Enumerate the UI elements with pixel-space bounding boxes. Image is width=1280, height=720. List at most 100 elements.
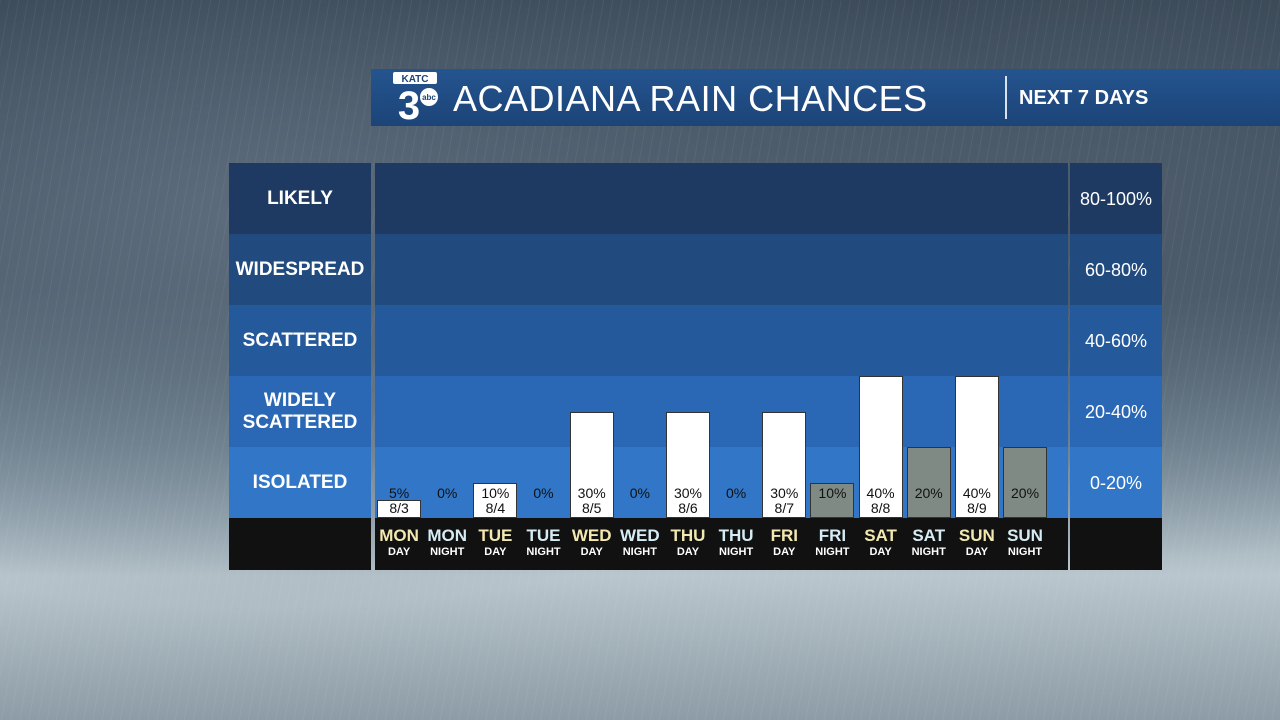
period-part: DAY [869,546,892,558]
bar-date: 8/3 [389,500,409,516]
period-day: SUN [1007,526,1043,545]
rain-chance-bar [473,482,518,518]
period-day: FRI [818,526,847,545]
band-label: WIDELY SCATTERED [242,389,358,433]
period-label: SAT NIGHT [905,518,953,559]
band-range-label: 20-40% [1084,401,1148,422]
bar-percent: 10% [481,485,510,501]
band-background [229,163,371,234]
period-part: DAY [676,546,700,558]
svg-text:abc: abc [422,93,436,102]
chart-subtitle: NEXT 7 DAYS [1019,87,1149,109]
band-label: WIDESPREAD [235,258,365,280]
category-column: LIKELY WIDESPREAD SCATTERED WIDELY SCATTERE… [229,163,371,518]
period-label: SUN NIGHT [1001,518,1049,559]
bar-percent: 0% [533,485,554,501]
rain-chance-bar [954,376,999,518]
period-day: SAT [864,526,897,545]
period-part: DAY [773,546,796,558]
period-day: SAT [912,526,946,545]
percent-range-column: 80-100% 60-80% 40-60% 20-40% 0-20% [1070,163,1162,518]
rain-chance-bar [665,411,710,518]
bar-percent: 30% [673,485,702,501]
period-part: NIGHT [622,546,657,558]
period-part: NIGHT [1007,546,1043,558]
plot-area: 5% 8/3 0% 10% 8/4 0% 30% 8/5 0% 30% 8/6 0% 30% 8/7 10%… [375,163,1068,518]
period-part: NIGHT [719,546,754,558]
period-label: WED NIGHT [616,518,664,559]
bar-date: 8/7 [774,500,794,516]
period-day: TUE [478,526,513,545]
plot-band [375,234,1068,305]
band-label: SCATTERED [242,329,358,351]
period-label: TUE NIGHT [520,518,568,559]
band-background [1070,447,1162,518]
band-background [1070,305,1162,376]
bar-value-label: 10% [809,486,855,501]
period-day: TUE [526,526,561,545]
rain-chance-bar [377,500,422,518]
period-label: MON NIGHT [423,518,471,559]
bar-date: 8/4 [485,500,506,516]
bar-value-label: 0% [521,486,567,501]
period-label: MON DAY [375,518,423,559]
bar-percent: 20% [1011,485,1040,501]
period-label: FRI NIGHT [808,518,856,559]
bar-percent: 0% [726,485,747,501]
period-label: THU NIGHT [712,518,760,559]
period-part: NIGHT [526,546,561,558]
band-background [1070,163,1162,234]
rain-chance-bar [569,411,614,518]
period-part: NIGHT [911,546,946,558]
band-label: ISOLATED [252,471,348,493]
plot-band [375,376,1068,447]
plot-band [375,305,1068,376]
period-part: DAY [484,546,507,558]
rain-chance-bar [858,376,903,518]
rain-chance-bar [906,447,951,518]
bar-percent: 5% [388,485,410,501]
bar-percent: 0% [629,485,650,501]
period-label: FRI DAY [760,518,808,559]
band-background [229,376,371,447]
bar-value-label: 40% 8/9 [954,486,1000,516]
bar-value-label: 0% [617,486,663,501]
bar-percent: 20% [914,485,943,501]
period-day: FRI [770,526,798,545]
svg-text:3: 3 [398,84,420,123]
bar-value-label: 30% 8/5 [569,486,615,516]
rain-chance-bar [762,411,807,518]
period-part: NIGHT [430,546,465,558]
period-day: THU [670,526,706,545]
bar-value-label: 0% [713,486,759,501]
bar-date: 8/6 [678,500,698,516]
period-label: WED DAY [568,518,616,559]
period-label: SAT DAY [857,518,905,559]
band-background [1070,376,1162,447]
bar-percent: 30% [577,485,606,501]
bar-value-label: 30% 8/6 [665,486,711,516]
x-axis-labels: MON DAY MON NIGHT TUE DAY TUE NIGHT WED DAY WED NIG… [375,518,1068,570]
band-range-label: 80-100% [1079,188,1153,209]
bar-value-label: 20% [906,486,952,501]
header-banner [371,69,1280,126]
band-range-label: 60-80% [1084,259,1148,280]
bar-value-label: 0% [424,486,470,501]
period-part: DAY [580,546,603,558]
period-day: THU [718,526,754,545]
bar-value-label: 30% 8/7 [761,486,807,516]
bar-date: 8/8 [870,500,891,516]
period-part: DAY [387,546,411,558]
bar-value-label: 40% 8/8 [858,486,904,516]
rain-chance-bar [1003,447,1048,518]
header-divider [1005,76,1007,119]
plot-band [375,163,1068,234]
band-background [229,305,371,376]
chart-title: ACADIANA RAIN CHANCES [453,78,928,119]
period-day: MON [427,526,468,545]
percent-footer [1070,518,1162,570]
period-label: TUE DAY [471,518,519,559]
band-range-label: 0-20% [1089,472,1143,493]
band-range-label: 40-60% [1084,330,1148,351]
bar-percent: 0% [437,485,458,501]
